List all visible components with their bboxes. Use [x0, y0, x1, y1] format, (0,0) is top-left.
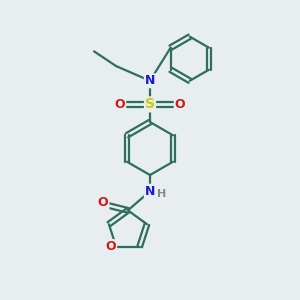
- Text: S: S: [145, 98, 155, 111]
- Text: N: N: [145, 185, 155, 198]
- Text: H: H: [157, 189, 166, 199]
- Text: O: O: [175, 98, 185, 111]
- Text: O: O: [106, 240, 116, 253]
- Text: N: N: [145, 74, 155, 87]
- Text: O: O: [98, 196, 109, 209]
- Text: O: O: [115, 98, 125, 111]
